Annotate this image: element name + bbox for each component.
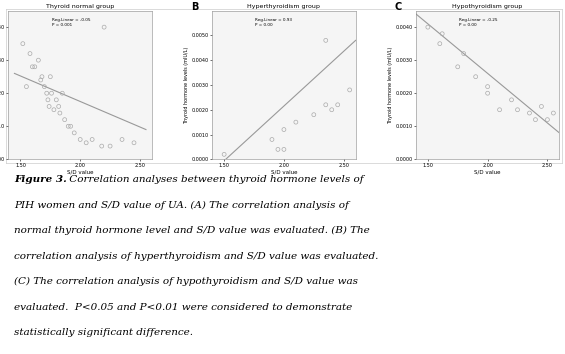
Point bbox=[66, 124, 75, 129]
Title: Hypothyroidism group: Hypothyroidism group bbox=[453, 4, 523, 9]
Title: Hyperthyroidism group: Hyperthyroidism group bbox=[247, 4, 320, 9]
Y-axis label: Thyroid hormone levels (mIU/L): Thyroid hormone levels (mIU/L) bbox=[185, 46, 189, 124]
Title: Thyroid normal group: Thyroid normal group bbox=[46, 4, 114, 9]
Point bbox=[58, 90, 67, 96]
Point bbox=[69, 130, 79, 136]
Point bbox=[543, 117, 552, 122]
Point bbox=[76, 137, 85, 142]
Point bbox=[55, 110, 64, 116]
Point bbox=[280, 127, 289, 132]
Point bbox=[345, 87, 354, 93]
Text: evaluated.  P<0.05 and P<0.01 were considered to demonstrate: evaluated. P<0.05 and P<0.01 were consid… bbox=[14, 303, 353, 312]
Text: PIH women and S/D value of UA. (A) The correlation analysis of: PIH women and S/D value of UA. (A) The c… bbox=[14, 201, 349, 210]
Text: correlation analysis of hyperthyroidism and S/D value was evaluated.: correlation analysis of hyperthyroidism … bbox=[14, 252, 379, 261]
Point bbox=[28, 64, 37, 70]
Text: (C) The correlation analysis of hypothyroidism and S/D value was: (C) The correlation analysis of hypothyr… bbox=[14, 277, 358, 286]
Point bbox=[42, 90, 51, 96]
Point bbox=[453, 64, 462, 70]
Point bbox=[435, 41, 444, 46]
X-axis label: S/D value: S/D value bbox=[67, 170, 93, 175]
X-axis label: S/D value: S/D value bbox=[271, 170, 297, 175]
Point bbox=[309, 112, 318, 118]
Point bbox=[129, 140, 138, 145]
Point bbox=[97, 143, 106, 149]
Point bbox=[327, 107, 336, 113]
Point bbox=[423, 24, 432, 30]
Point bbox=[88, 137, 97, 142]
Point bbox=[36, 77, 45, 83]
Point bbox=[99, 24, 108, 30]
Point bbox=[483, 90, 492, 96]
Point bbox=[273, 147, 282, 152]
Point bbox=[292, 119, 301, 125]
Point bbox=[531, 117, 540, 122]
Point bbox=[18, 41, 27, 46]
Point bbox=[64, 124, 73, 129]
Point bbox=[438, 31, 447, 36]
Text: C: C bbox=[394, 2, 402, 12]
Point bbox=[47, 90, 56, 96]
Point bbox=[82, 140, 91, 145]
Point bbox=[483, 84, 492, 90]
Point bbox=[44, 97, 53, 103]
Point bbox=[45, 104, 54, 109]
Point bbox=[22, 84, 31, 90]
Point bbox=[40, 84, 49, 90]
Point bbox=[37, 74, 46, 80]
Point bbox=[459, 51, 468, 56]
Point bbox=[25, 51, 34, 56]
Point bbox=[321, 102, 331, 108]
Point bbox=[31, 64, 40, 70]
Point bbox=[495, 107, 504, 113]
Point bbox=[54, 104, 63, 109]
Point bbox=[333, 102, 342, 108]
Point bbox=[34, 57, 43, 63]
Text: Reg.Linear = 0.93
P = 0.00: Reg.Linear = 0.93 P = 0.00 bbox=[255, 18, 292, 27]
Text: Reg.Linear = -0.25
P = 0.00: Reg.Linear = -0.25 P = 0.00 bbox=[459, 18, 497, 27]
Text: Figure 3.: Figure 3. bbox=[14, 175, 67, 184]
Point bbox=[549, 110, 558, 116]
Text: normal thyroid hormone level and S/D value was evaluated. (B) The: normal thyroid hormone level and S/D val… bbox=[14, 226, 370, 235]
Point bbox=[537, 104, 546, 109]
X-axis label: S/D value: S/D value bbox=[475, 170, 501, 175]
Point bbox=[118, 137, 127, 142]
Point bbox=[220, 152, 229, 157]
Text: Correlation analyses between thyroid hormone levels of: Correlation analyses between thyroid hor… bbox=[66, 175, 364, 184]
Point bbox=[52, 97, 61, 103]
Point bbox=[267, 137, 276, 142]
Y-axis label: Thyroid hormone levels (mIU/L): Thyroid hormone levels (mIU/L) bbox=[388, 46, 393, 124]
Point bbox=[60, 117, 69, 122]
Point bbox=[46, 74, 55, 80]
Text: statistically significant difference.: statistically significant difference. bbox=[14, 328, 193, 337]
Text: B: B bbox=[190, 2, 198, 12]
Point bbox=[49, 107, 58, 113]
Point bbox=[471, 74, 480, 80]
Point bbox=[507, 97, 516, 103]
Point bbox=[513, 107, 522, 113]
Point bbox=[321, 38, 331, 43]
Point bbox=[280, 147, 289, 152]
Text: Reg.Linear = -0.05
P = 0.001: Reg.Linear = -0.05 P = 0.001 bbox=[51, 18, 90, 27]
Point bbox=[525, 110, 534, 116]
Point bbox=[106, 143, 115, 149]
